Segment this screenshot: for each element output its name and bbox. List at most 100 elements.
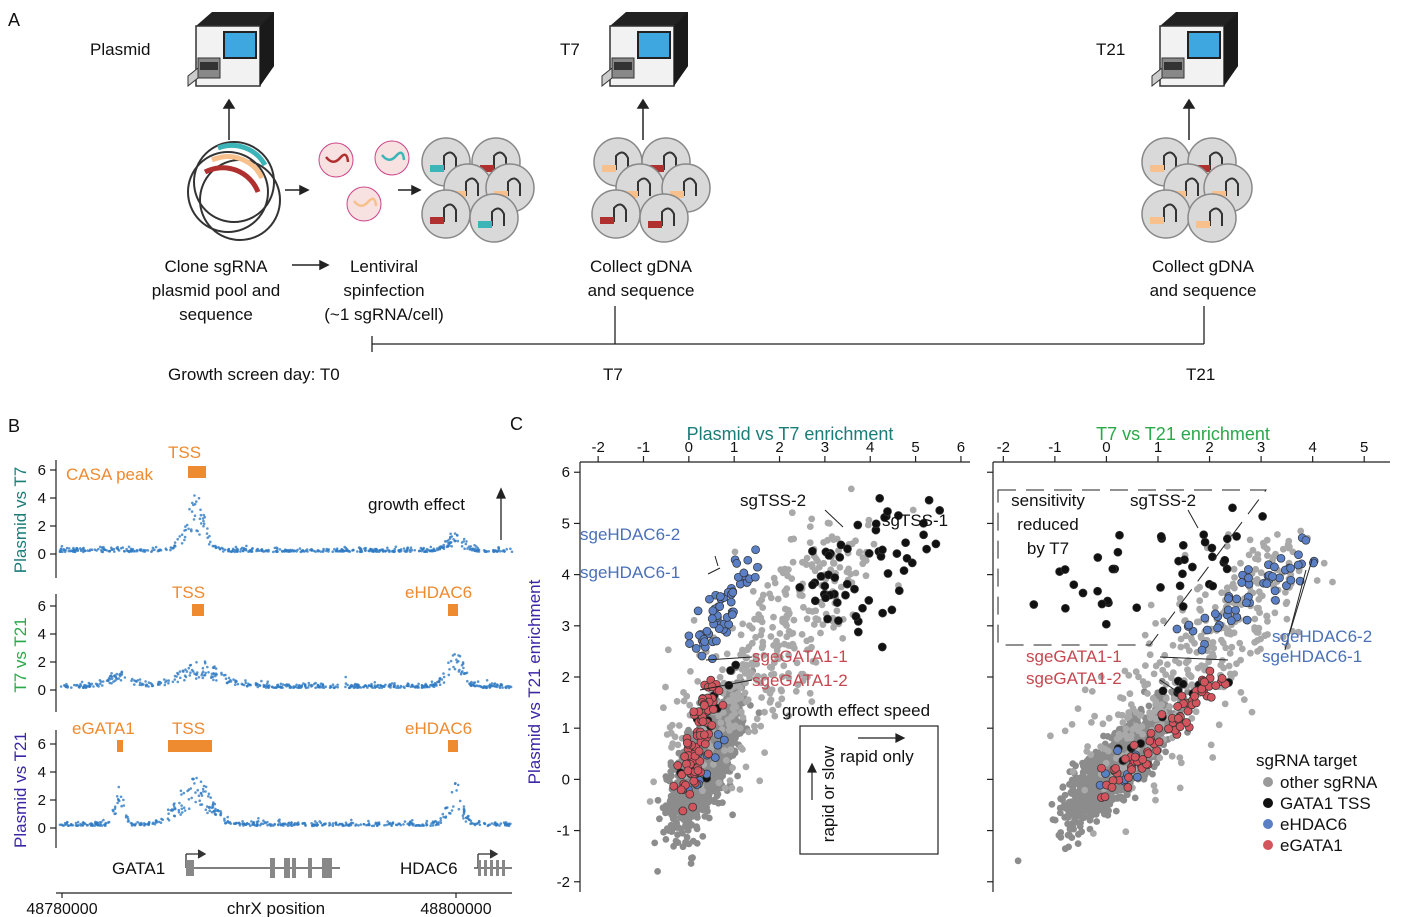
track-point: [285, 685, 288, 688]
other-sgrna-point: [759, 604, 767, 611]
other-sgrna-point: [719, 772, 727, 780]
track1-scatter: [58, 494, 514, 554]
track-point: [359, 823, 363, 826]
track-point: [388, 822, 391, 826]
track-point: [194, 791, 197, 794]
track-point: [273, 823, 277, 826]
other-sgrna-point: [1079, 759, 1086, 767]
xtick-label: -2: [591, 439, 604, 456]
track-point: [306, 550, 309, 553]
ytick-label: 0: [38, 682, 46, 699]
track-point: [509, 547, 512, 551]
track-point: [431, 824, 435, 827]
track-point: [74, 821, 78, 825]
other-sgrna-point: [806, 689, 814, 697]
other-sgrna-point: [852, 569, 860, 577]
track-point: [219, 811, 223, 815]
track-point: [243, 548, 246, 551]
track-point: [108, 550, 112, 553]
track-point: [108, 681, 112, 685]
track-point: [116, 801, 119, 805]
track-point: [212, 678, 215, 682]
other-sgrna-point: [769, 623, 776, 631]
track-point: [187, 666, 191, 670]
gata1-tss-point: [823, 614, 832, 624]
other-sgrna-point: [818, 601, 826, 609]
track-point: [202, 784, 206, 788]
other-sgrna-point: [785, 712, 792, 720]
track-point: [133, 824, 137, 827]
xtick-label: 4: [1308, 439, 1316, 456]
track-point: [385, 549, 388, 552]
other-sgrna-point: [1092, 807, 1100, 815]
track-point: [255, 549, 258, 553]
track-point: [251, 547, 254, 550]
track-point: [457, 654, 460, 657]
track-point: [195, 671, 199, 674]
track-point: [277, 819, 280, 823]
other-sgrna-point: [726, 777, 734, 784]
ehdac6-point: [684, 631, 694, 641]
other-sgrna-point: [699, 833, 707, 840]
track-point: [170, 808, 174, 811]
egata1-point: [680, 752, 689, 761]
ehdac6-point: [708, 606, 718, 616]
other-sgrna-point: [662, 809, 669, 817]
track-point: [331, 822, 335, 825]
track-point: [144, 684, 148, 688]
egata1-point: [685, 789, 695, 799]
track-point: [463, 547, 466, 550]
track-point: [462, 807, 466, 811]
other-sgrna-point: [662, 836, 670, 843]
track-point: [408, 820, 412, 824]
gata1-tss-point: [883, 507, 892, 516]
track-point: [98, 682, 102, 686]
other-sgrna-point: [1062, 813, 1070, 821]
track-point: [226, 819, 230, 823]
track-point: [138, 678, 142, 681]
ehdac6-point: [710, 753, 720, 762]
egata1-point: [707, 720, 717, 730]
gata1-tss-point: [731, 660, 741, 670]
other-sgrna-point: [671, 797, 679, 805]
ehdac6-point: [715, 602, 725, 611]
step2-line1: Lentiviral: [350, 257, 418, 276]
other-sgrna-point: [787, 535, 795, 543]
step1-line2: plasmid pool and: [152, 281, 281, 300]
track-point: [373, 549, 376, 553]
other-sgrna-point: [767, 594, 775, 602]
track-point: [425, 685, 429, 688]
track-point: [206, 665, 209, 669]
track-point: [89, 548, 92, 551]
gene2-label: HDAC6: [400, 859, 458, 878]
other-sgrna-point: [784, 572, 791, 580]
track-point: [235, 550, 238, 553]
track-point: [469, 547, 472, 551]
other-sgrna-point: [1168, 688, 1175, 696]
other-sgrna-point: [770, 642, 777, 649]
other-sgrna-point: [736, 786, 744, 793]
track-point: [213, 802, 217, 806]
track-point: [220, 673, 223, 676]
track-point: [253, 824, 257, 827]
track-point: [207, 795, 210, 798]
track-point: [366, 686, 369, 689]
other-sgrna-point: [1078, 828, 1085, 836]
other-sgrna-point: [708, 781, 715, 788]
egata1-point: [714, 686, 724, 696]
ehdac6-point: [700, 637, 709, 647]
track-point: [236, 682, 240, 686]
track-point: [344, 682, 348, 685]
track-point: [185, 670, 189, 673]
xtick-label: 1: [730, 439, 738, 456]
other-sgrna-point: [836, 564, 844, 571]
ehdac6-point: [728, 610, 737, 619]
other-sgrna-point: [798, 631, 806, 638]
other-sgrna-point: [758, 627, 766, 634]
track-point: [264, 684, 267, 687]
track-point: [497, 548, 501, 551]
track-point: [116, 547, 119, 551]
ytick-label: 2: [38, 792, 46, 809]
track-point: [108, 677, 112, 681]
